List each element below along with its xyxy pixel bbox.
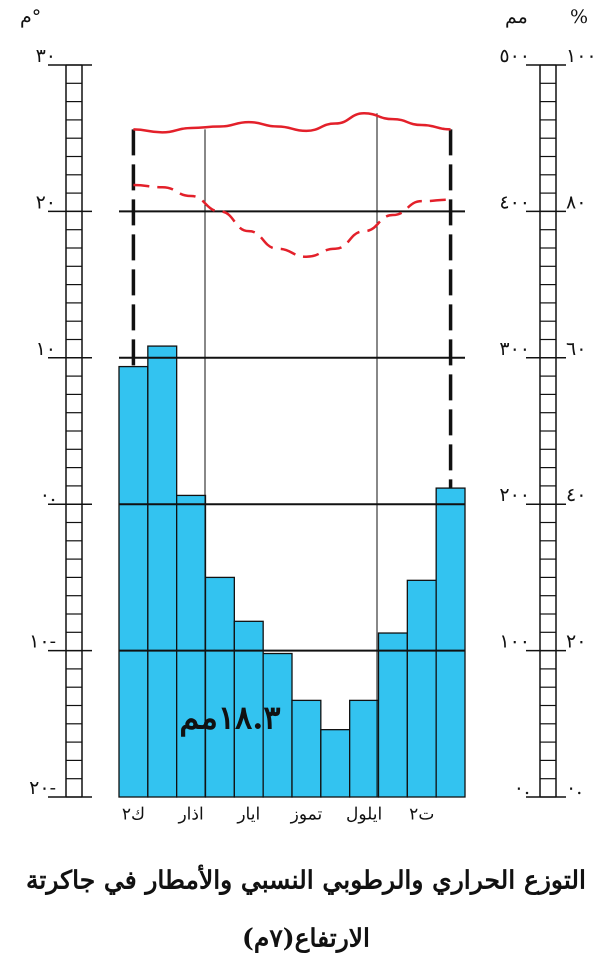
x-tick-label: ك٢ — [122, 805, 145, 825]
y-tick-label: ١٠- — [29, 631, 56, 653]
temperature-line — [133, 112, 451, 134]
y2-tick-label: ٥٠٠ — [499, 45, 530, 67]
bar — [262, 652, 293, 798]
y2-unit: مم — [505, 6, 528, 28]
y2-tick-label: ٤٠٠ — [499, 191, 530, 213]
y-tick-label: ٠. — [40, 484, 56, 506]
y-tick-label: ٣٠ — [36, 45, 56, 67]
chart-title: التوزع الحراري والرطوبي النسبي والأمطار … — [26, 863, 586, 896]
bar — [435, 487, 466, 798]
humidity-line — [133, 183, 451, 259]
y3-tick-label: ٤٠ — [566, 484, 586, 506]
bar — [204, 576, 235, 798]
bar — [291, 699, 322, 798]
y-unit: م° — [20, 6, 41, 28]
chart-subtitle: الارتفاع(٧م) — [242, 924, 370, 954]
y2-tick-label: ٠. — [514, 777, 530, 799]
y-tick-label: ٢٠- — [29, 777, 56, 799]
y3-unit: % — [570, 6, 588, 28]
y2-tick-label: ٣٠٠ — [499, 338, 530, 360]
y3-tick-label: ٨٠ — [566, 191, 586, 213]
y-tick-label: ١٠ — [36, 338, 56, 360]
y-tick-label: ٢٠ — [36, 191, 56, 213]
y3-tick-label: ٢٠ — [566, 631, 586, 653]
bar — [118, 365, 149, 798]
x-tick-label: ايلول — [346, 805, 382, 825]
y2-tick-label: ٢٠٠ — [499, 484, 530, 506]
y3-tick-label: ٦٠ — [566, 338, 586, 360]
y3-tick-label: ٠. — [566, 777, 582, 799]
bar — [406, 579, 437, 798]
y3-tick-label: ١٠٠ — [566, 45, 597, 67]
bar — [377, 632, 408, 798]
x-tick-label: ايار — [236, 805, 260, 825]
bar — [320, 729, 351, 798]
bar — [349, 699, 380, 798]
x-tick-label: تموز — [290, 805, 323, 825]
bar — [147, 345, 178, 798]
bar — [176, 494, 207, 798]
annotation: ١٨.٣مم — [179, 699, 280, 738]
x-tick-label: اذار — [177, 805, 203, 825]
y2-tick-label: ١٠٠ — [499, 631, 530, 653]
x-tick-label: ت٢ — [409, 805, 434, 825]
